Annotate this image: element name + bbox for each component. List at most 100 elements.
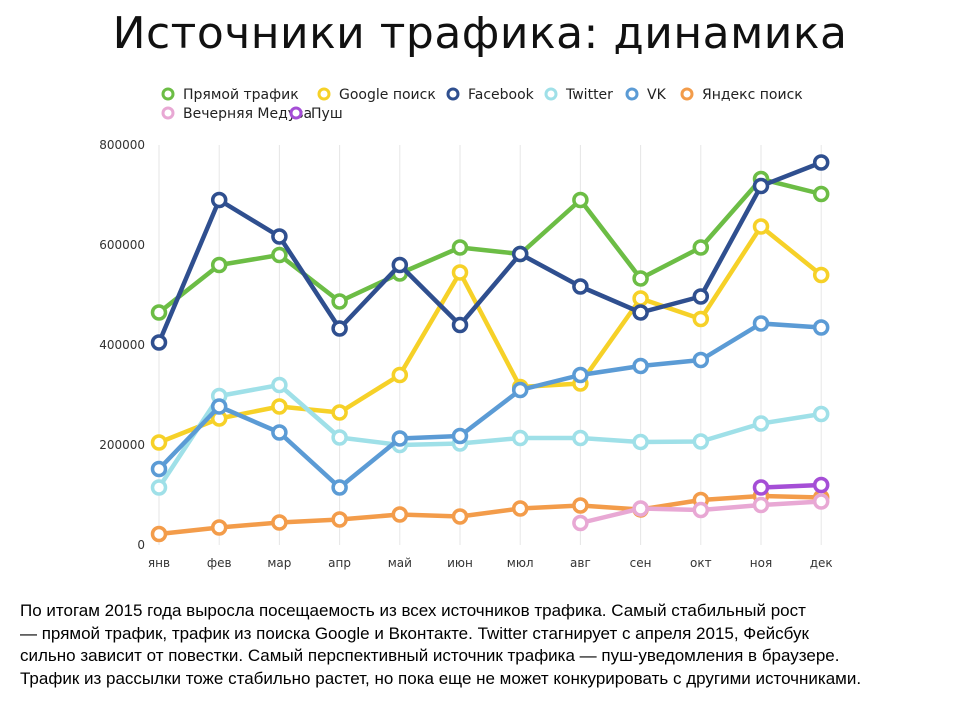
- data-point: [150, 479, 168, 496]
- data-point: [391, 430, 409, 447]
- legend-marker: [544, 87, 558, 101]
- data-point: [692, 288, 710, 305]
- data-point: [812, 493, 830, 510]
- series-6: [572, 493, 830, 532]
- legend-label: Яндекс поиск: [702, 87, 803, 103]
- series-5: [150, 487, 830, 543]
- legend-label: Facebook: [468, 87, 535, 103]
- data-point: [391, 366, 409, 384]
- data-point: [271, 228, 288, 245]
- data-point: [572, 366, 589, 384]
- data-point: [572, 278, 589, 295]
- x-tick-label: ноя: [750, 556, 772, 570]
- legend-item-4: VK: [625, 87, 667, 103]
- data-point: [391, 506, 409, 523]
- series-line: [156, 321, 824, 490]
- data-point: [812, 154, 830, 171]
- series-line: [156, 160, 824, 345]
- data-point: [210, 519, 228, 536]
- x-tick-label: янв: [148, 556, 170, 570]
- data-point: [692, 310, 710, 328]
- data-point: [331, 479, 348, 496]
- legend-label: Google поиск: [339, 87, 436, 103]
- data-point: [271, 376, 288, 394]
- series-line: [156, 493, 824, 537]
- data-point: [451, 239, 469, 256]
- series-line: [758, 482, 824, 490]
- data-point: [271, 398, 288, 415]
- y-tick-label: 800000: [99, 138, 145, 152]
- data-point: [752, 479, 770, 496]
- data-point: [511, 245, 529, 263]
- data-point: [572, 514, 589, 532]
- legend-label: Прямой трафик: [183, 87, 299, 103]
- series-line: [156, 224, 824, 445]
- data-point: [511, 429, 529, 447]
- data-point: [331, 429, 348, 446]
- legend-marker: [161, 106, 175, 120]
- data-point: [150, 304, 168, 321]
- data-point: [572, 191, 589, 209]
- data-point: [511, 500, 529, 517]
- x-axis: янв фев мар апр май июн мюл авг сен окт ноя дек: [148, 556, 833, 570]
- series-line: [156, 176, 824, 315]
- legend-item-7: Пуш: [289, 106, 343, 122]
- data-point: [511, 381, 529, 399]
- data-point: [632, 433, 649, 451]
- legend-item-0: Прямой трафик: [161, 87, 299, 103]
- x-tick-label: май: [388, 556, 412, 570]
- x-tick-label: июн: [447, 556, 473, 570]
- legend-item-6: Вечерняя Медуза: [161, 106, 312, 122]
- legend-label: Вечерняя Медуза: [183, 106, 312, 122]
- data-point: [331, 511, 348, 528]
- series-0: [150, 170, 830, 321]
- legend-item-5: Яндекс поиск: [680, 87, 803, 103]
- data-point: [632, 304, 649, 321]
- legend-label: Пуш: [311, 106, 343, 122]
- caption-line-1: По итогам 2015 года выросла посещаемость…: [20, 601, 806, 620]
- x-tick-label: дек: [810, 556, 833, 570]
- data-point: [331, 320, 348, 337]
- data-point: [752, 315, 770, 332]
- data-point: [451, 264, 469, 281]
- legend-marker: [161, 87, 175, 101]
- series-3: [150, 376, 830, 496]
- data-point: [812, 405, 830, 423]
- data-point: [632, 500, 649, 517]
- data-point: [391, 256, 409, 274]
- legend-item-2: Facebook: [446, 87, 535, 103]
- data-point: [812, 266, 830, 284]
- y-tick-label: 600000: [99, 238, 145, 252]
- series-line: [156, 382, 824, 490]
- data-point: [692, 239, 710, 256]
- series-2: [150, 154, 830, 351]
- data-point: [150, 434, 168, 451]
- legend-marker: [680, 87, 694, 101]
- legend-marker: [446, 87, 460, 101]
- data-point: [632, 290, 649, 307]
- caption-line-3: сильно зависит от повестки. Самый перспе…: [20, 646, 840, 665]
- data-point: [451, 508, 469, 525]
- data-point: [752, 177, 770, 195]
- slide-caption: По итогам 2015 года выросла посещаемость…: [20, 600, 950, 690]
- legend-item-3: Twitter: [544, 87, 613, 103]
- data-point: [752, 415, 770, 432]
- chart-legend: Прямой трафик Google поиск Facebook Twitter…: [161, 87, 803, 122]
- x-tick-label: фев: [207, 556, 232, 570]
- data-point: [692, 501, 710, 519]
- x-tick-label: авг: [570, 556, 591, 570]
- legend-label: Twitter: [565, 87, 613, 103]
- data-point: [812, 185, 830, 203]
- x-tick-label: окт: [690, 556, 712, 570]
- data-point: [572, 497, 589, 514]
- data-point: [812, 319, 830, 336]
- x-tick-label: апр: [328, 556, 351, 570]
- caption-line-4: Трафик из рассылки тоже стабильно растет…: [20, 668, 862, 688]
- y-axis: 0 200000 400000 600000 800000: [99, 138, 145, 552]
- legend-marker: [317, 87, 331, 101]
- chart-series: [150, 154, 830, 543]
- series-4: [150, 315, 830, 496]
- data-point: [632, 270, 649, 287]
- legend-item-1: Google поиск: [317, 87, 436, 103]
- chart-grid: [158, 145, 822, 545]
